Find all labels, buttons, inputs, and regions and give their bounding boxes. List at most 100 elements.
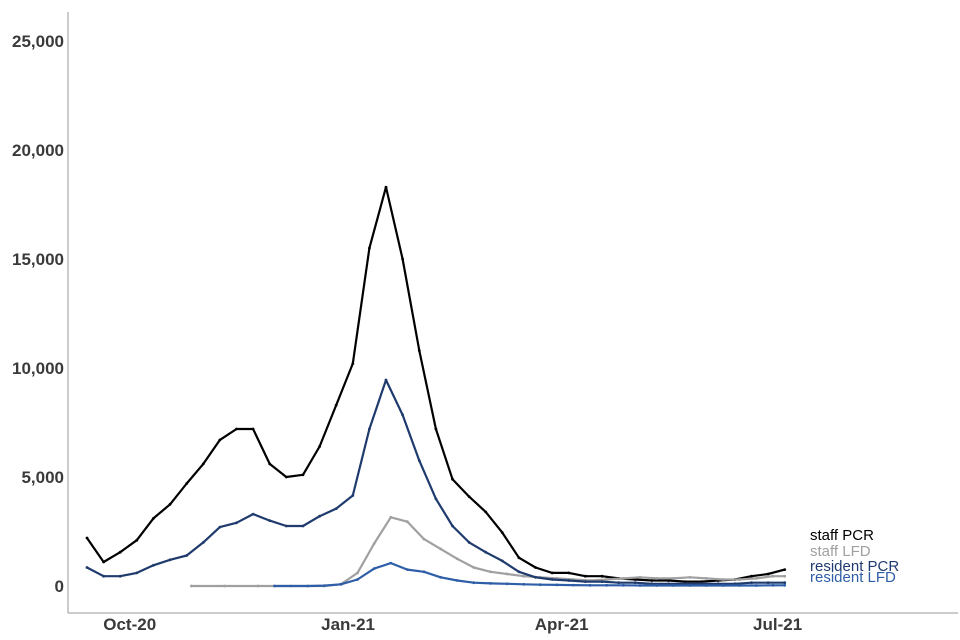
data-point-resident-pcr-11 xyxy=(268,519,272,522)
data-point-staff-pcr-27 xyxy=(534,566,537,569)
data-point-staff-pcr-20 xyxy=(417,349,421,352)
data-point-staff-pcr-41 xyxy=(766,572,770,576)
series-staff-pcr xyxy=(85,185,787,583)
data-point-staff-lfd-12 xyxy=(455,557,459,561)
data-point-resident-lfd-0 xyxy=(273,584,276,588)
data-point-resident-lfd-21 xyxy=(638,584,642,587)
data-point-resident-lfd-27 xyxy=(738,584,742,587)
data-point-resident-pcr-16 xyxy=(351,494,355,497)
data-point-staff-lfd-32 xyxy=(783,574,787,578)
data-point-resident-lfd-2 xyxy=(322,584,326,587)
data-point-resident-lfd-20 xyxy=(622,583,625,587)
data-point-resident-pcr-17 xyxy=(368,427,371,431)
data-point-staff-pcr-29 xyxy=(567,571,571,575)
series-label-staff-pcr: staff PCR xyxy=(810,527,874,544)
data-point-resident-pcr-4 xyxy=(152,563,155,567)
data-point-staff-pcr-10 xyxy=(251,427,255,431)
data-point-staff-pcr-6 xyxy=(185,482,189,485)
data-point-staff-lfd-26 xyxy=(688,575,692,579)
data-point-resident-lfd-3 xyxy=(339,582,343,586)
data-point-staff-lfd-21 xyxy=(605,578,609,581)
data-point-resident-lfd-8 xyxy=(422,570,426,574)
data-point-staff-lfd-27 xyxy=(705,577,708,580)
data-point-staff-lfd-28 xyxy=(721,578,725,581)
series-line-staff-lfd xyxy=(190,516,786,588)
data-point-resident-pcr-10 xyxy=(251,512,255,516)
data-point-resident-pcr-25 xyxy=(500,559,504,563)
series-staff-lfd xyxy=(190,515,787,588)
data-point-staff-lfd-16 xyxy=(522,574,526,578)
data-point-resident-pcr-23 xyxy=(467,541,471,544)
data-point-staff-pcr-25 xyxy=(500,531,504,534)
data-point-staff-pcr-37 xyxy=(700,580,704,583)
data-point-staff-pcr-16 xyxy=(351,362,355,365)
data-point-staff-pcr-35 xyxy=(667,579,670,582)
data-point-staff-lfd-15 xyxy=(505,572,509,576)
data-point-resident-pcr-31 xyxy=(600,580,604,583)
data-point-staff-pcr-34 xyxy=(650,579,654,582)
data-point-resident-lfd-17 xyxy=(572,583,575,587)
x-tick-label-oct-20: Oct-20 xyxy=(103,615,156,634)
data-point-resident-lfd-18 xyxy=(588,583,592,587)
data-point-staff-pcr-5 xyxy=(168,502,172,506)
data-point-resident-lfd-9 xyxy=(439,575,442,579)
data-point-staff-lfd-31 xyxy=(771,574,775,578)
data-point-staff-lfd-7 xyxy=(372,542,376,545)
data-point-resident-pcr-7 xyxy=(201,541,205,544)
data-point-resident-pcr-27 xyxy=(534,575,537,579)
data-point-staff-pcr-30 xyxy=(584,574,587,578)
data-point-resident-pcr-32 xyxy=(617,581,620,585)
data-point-resident-lfd-10 xyxy=(455,579,459,582)
data-point-staff-pcr-11 xyxy=(268,462,272,466)
data-point-staff-lfd-1 xyxy=(223,584,227,588)
data-point-staff-lfd-10 xyxy=(422,537,426,541)
y-tick-label-15-000: 15,000 xyxy=(12,250,64,269)
data-point-resident-lfd-26 xyxy=(721,584,725,587)
data-point-resident-pcr-8 xyxy=(218,525,222,529)
data-point-resident-lfd-16 xyxy=(555,583,559,587)
data-point-resident-lfd-14 xyxy=(522,582,526,586)
data-point-resident-pcr-5 xyxy=(168,558,172,562)
series-label-resident-lfd: resident LFD xyxy=(810,569,896,586)
data-point-resident-lfd-28 xyxy=(754,584,758,587)
y-tick-label-0: 0 xyxy=(55,577,64,596)
data-point-staff-pcr-2 xyxy=(118,550,122,554)
data-point-staff-pcr-13 xyxy=(301,473,305,477)
data-point-staff-lfd-0 xyxy=(190,584,193,588)
data-point-resident-lfd-15 xyxy=(538,583,542,587)
series-resident-pcr xyxy=(85,378,787,586)
y-tick-label-20-000: 20,000 xyxy=(12,141,64,160)
data-point-staff-pcr-15 xyxy=(334,403,338,407)
data-point-resident-pcr-28 xyxy=(550,578,554,581)
series-lines xyxy=(85,185,787,588)
y-tick-label-25-000: 25,000 xyxy=(12,32,64,51)
data-point-staff-lfd-24 xyxy=(655,577,658,580)
data-point-staff-pcr-17 xyxy=(368,246,371,250)
data-point-resident-pcr-29 xyxy=(567,579,571,582)
data-point-resident-pcr-24 xyxy=(484,550,488,554)
data-point-resident-pcr-21 xyxy=(434,497,438,501)
x-tick-labels: Oct-20 Jan-21 Apr-21 Jul-21 xyxy=(103,615,802,634)
data-point-staff-pcr-26 xyxy=(517,556,521,560)
data-point-staff-lfd-22 xyxy=(622,577,625,580)
data-point-resident-lfd-12 xyxy=(489,582,492,585)
data-point-staff-lfd-29 xyxy=(738,578,742,581)
data-point-resident-pcr-18 xyxy=(384,378,388,382)
data-point-staff-lfd-30 xyxy=(754,577,758,580)
data-point-resident-lfd-25 xyxy=(705,584,708,587)
data-point-resident-pcr-26 xyxy=(517,570,521,574)
data-point-resident-pcr-0 xyxy=(85,566,89,569)
data-point-staff-pcr-33 xyxy=(633,578,637,581)
data-point-resident-lfd-4 xyxy=(356,578,359,581)
chart-axes xyxy=(67,12,958,614)
x-tick-label-jan-21: Jan-21 xyxy=(321,615,375,634)
data-point-resident-lfd-22 xyxy=(655,584,658,587)
data-point-resident-pcr-9 xyxy=(235,521,238,525)
series-resident-lfd xyxy=(273,561,787,588)
data-point-staff-pcr-1 xyxy=(102,560,105,564)
data-point-resident-pcr-12 xyxy=(284,524,288,528)
data-point-staff-pcr-9 xyxy=(235,427,238,431)
data-point-staff-lfd-25 xyxy=(671,577,675,580)
series-line-resident-pcr xyxy=(85,378,786,585)
